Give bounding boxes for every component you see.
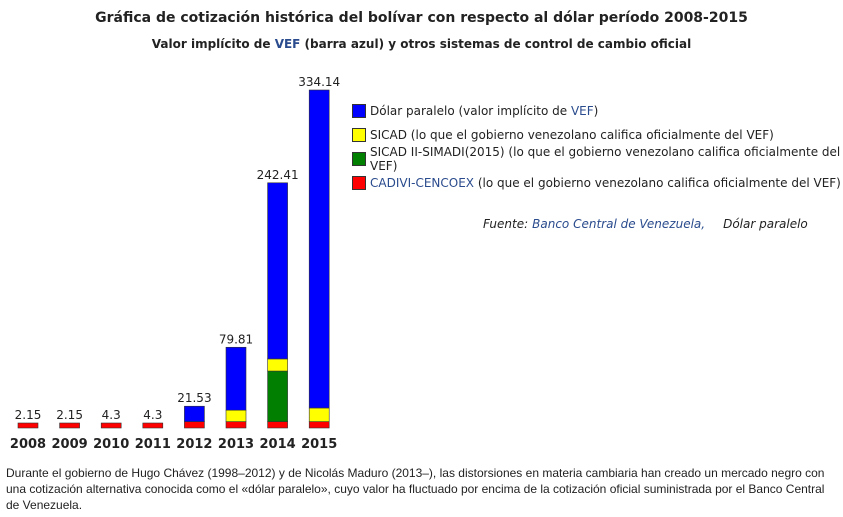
chart-source: Fuente: Banco Central de Venezuela, Dólar … — [483, 217, 808, 231]
year-label-2009: 2009 — [52, 437, 88, 452]
bar-cadivi-cencoex-2011 — [142, 422, 164, 429]
bar-cadivi-cencoex-2008 — [17, 422, 39, 429]
year-label-2015: 2015 — [301, 437, 337, 452]
source-paralelo: Dólar paralelo — [723, 217, 808, 231]
legend-vef-link[interactable]: VEF — [570, 104, 594, 118]
value-label-2011: 4.3 — [143, 408, 162, 422]
value-label-2014: 242.41 — [257, 168, 299, 182]
value-label-2008: 2.15 — [15, 408, 42, 422]
value-label-2013: 79.81 — [219, 332, 253, 346]
bar-sicad-2013 — [225, 409, 247, 422]
legend-cadivi-link[interactable]: CADIVI-CENCOEX — [370, 176, 475, 190]
chart-subtitle: Valor implícito de VEF (barra azul) y ot… — [0, 37, 843, 51]
legend-label: Dólar paralelo (valor implícito de VEF) — [370, 104, 599, 118]
bar-sicad-2014 — [267, 358, 288, 372]
legend-swatch — [352, 128, 366, 142]
bar-cadivi-cencoex-2013 — [225, 421, 247, 429]
bar-chart: 2.15 2008 2.15 2009 4.3 2010 4.3 2011 21.53 2012 7… — [10, 75, 340, 452]
year-label-2012: 2012 — [176, 437, 212, 452]
year-label-2014: 2014 — [260, 437, 296, 452]
year-label-2013: 2013 — [218, 437, 254, 452]
value-label-2012: 21.53 — [177, 391, 211, 405]
legend-label: SICAD (lo que el gobierno venezolano cal… — [370, 128, 774, 142]
subtitle-after: (barra azul) y otros sistemas de control… — [300, 37, 692, 51]
source-bcv-link[interactable]: Banco Central de Venezuela, — [532, 217, 706, 231]
subtitle-before: Valor implícito de — [151, 37, 275, 51]
image-caption: Durante el gobierno de Hugo Chávez (1998… — [6, 466, 825, 512]
value-label-2015: 334.14 — [298, 75, 340, 89]
bar-d-lar-paralelo-2014 — [267, 182, 288, 360]
bar-cadivi-cencoex-2010 — [100, 422, 122, 429]
subtitle-vef-link[interactable]: VEF — [274, 37, 301, 51]
bar-sicad-2015 — [308, 407, 330, 422]
year-label-2011: 2011 — [135, 437, 171, 452]
legend-item-paralelo: Dólar paralelo (valor implícito de VEF) — [352, 103, 843, 119]
bar-d-lar-paralelo-2013 — [225, 346, 247, 411]
chart-legend: Dólar paralelo (valor implícito de VEF) … — [352, 103, 843, 199]
year-label-2008: 2008 — [10, 437, 46, 452]
bar-d-lar-paralelo-2012 — [184, 405, 205, 422]
legend-label: CADIVI-CENCOEX (lo que el gobierno venez… — [370, 176, 841, 190]
value-label-2010: 4.3 — [102, 408, 121, 422]
legend-item-sicad: SICAD (lo que el gobierno venezolano cal… — [352, 127, 843, 143]
bar-sicad-ii-simadi-2015-2014 — [267, 370, 288, 422]
value-label-2009: 2.15 — [56, 408, 83, 422]
legend-item-cadivi: CADIVI-CENCOEX (lo que el gobierno venez… — [352, 175, 843, 191]
legend-label: SICAD II-SIMADI(2015) (lo que el gobiern… — [370, 145, 841, 173]
legend-swatch — [352, 152, 366, 166]
legend-swatch — [352, 176, 366, 190]
bar-cadivi-cencoex-2014 — [267, 421, 288, 429]
year-label-2010: 2010 — [93, 437, 129, 452]
bar-cadivi-cencoex-2012 — [184, 421, 205, 429]
legend-swatch — [352, 104, 366, 118]
legend-item-sicad-ii: SICAD II-SIMADI(2015) (lo que el gobiern… — [352, 145, 843, 173]
bar-cadivi-cencoex-2009 — [59, 422, 80, 429]
source-label: Fuente: — [483, 217, 529, 231]
bar-d-lar-paralelo-2015 — [308, 89, 330, 409]
bar-cadivi-cencoex-2015 — [308, 421, 330, 429]
chart-title: Gráfica de cotización histórica del bolí… — [95, 10, 748, 26]
